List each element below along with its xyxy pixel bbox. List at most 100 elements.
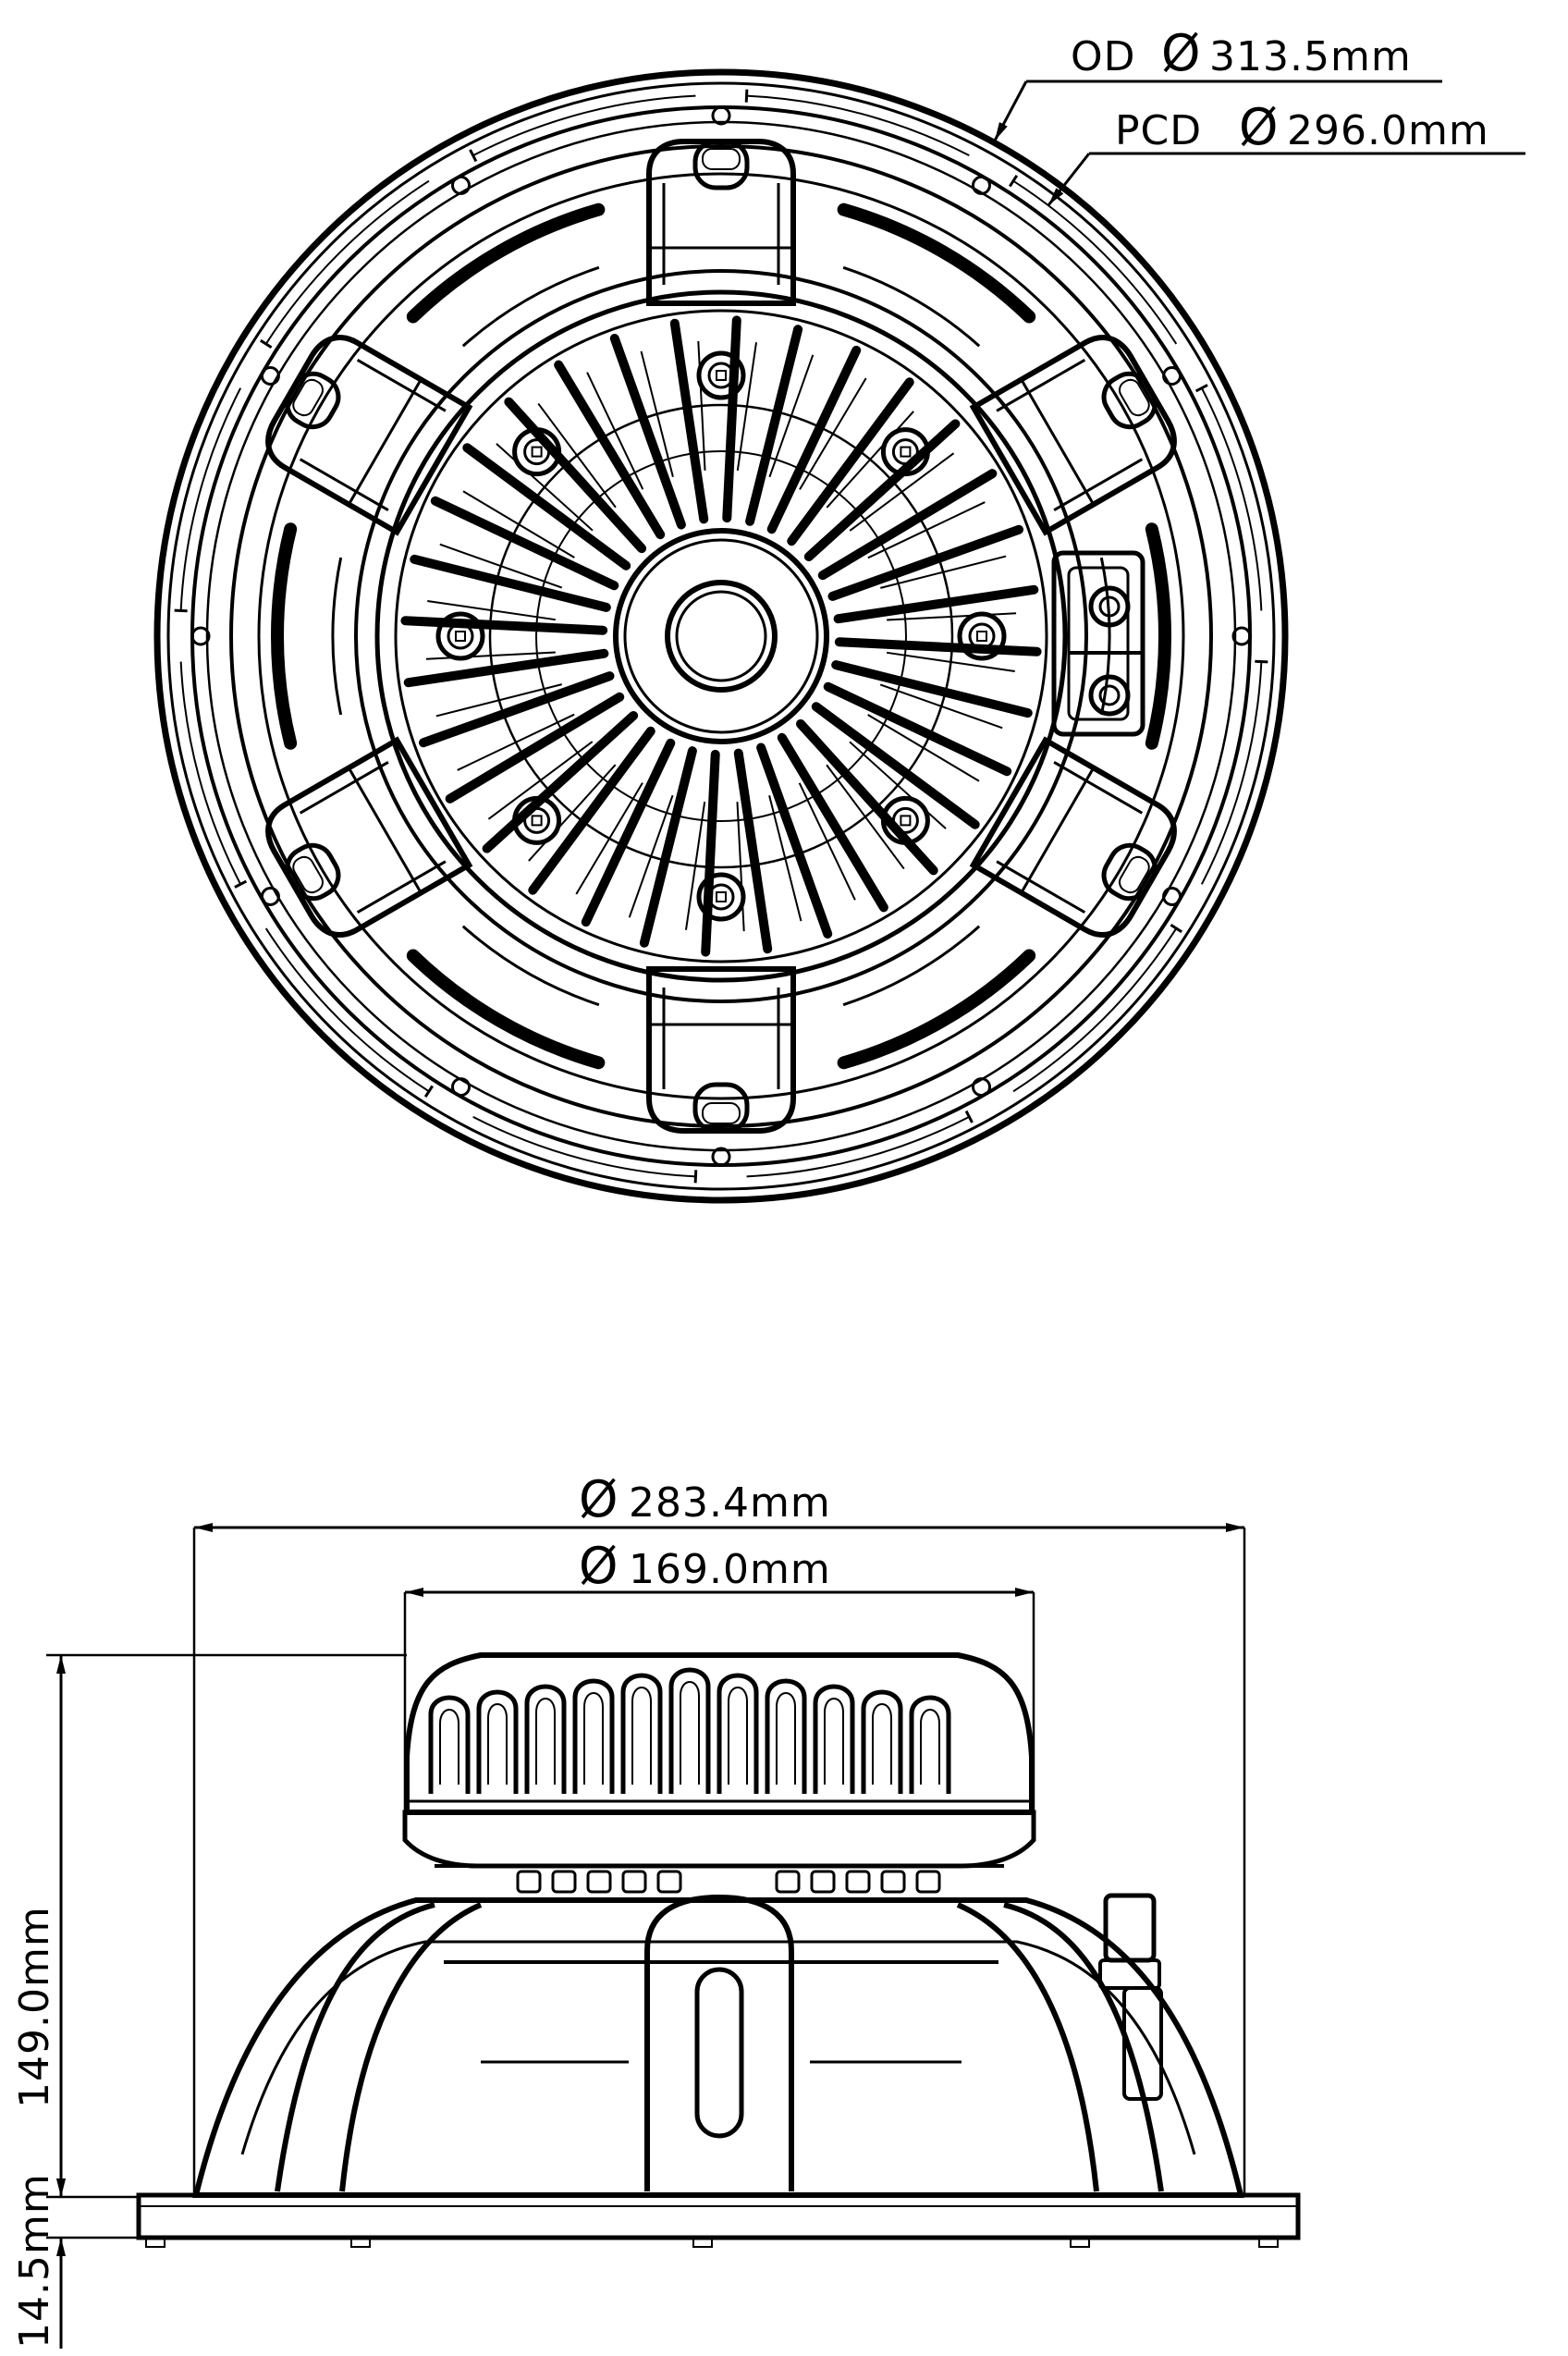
magnet-diameter-dimension: Ø 169.0mm — [403, 1537, 1035, 1812]
side-fin-inner — [920, 1709, 940, 1785]
side-fin — [428, 1695, 471, 1794]
magnet-bolt-head — [523, 806, 551, 834]
cooling-fin — [581, 738, 676, 927]
mounting-hole — [972, 1077, 991, 1098]
side-fin-inner — [583, 1692, 604, 1785]
rim-segment-divider — [174, 608, 188, 613]
vent-hole-inner — [675, 590, 767, 682]
frame-spokes — [265, 139, 1177, 1134]
side-center-slot — [694, 1967, 744, 2139]
flange-thickness-value: 14.5mm — [11, 2173, 58, 2349]
side-fin — [620, 1673, 663, 1794]
spoke-band — [1020, 767, 1096, 894]
od-diameter-symbol: Ø — [1161, 24, 1202, 82]
spoke-slot — [285, 842, 341, 902]
side-spoke — [956, 1902, 1099, 2192]
mounting-flange — [136, 2192, 1301, 2240]
rim-segment-divider — [469, 149, 478, 163]
spoke-band — [347, 378, 423, 506]
mounting-ring-mid — [205, 120, 1237, 1152]
magnet-bolt-socket — [716, 370, 727, 381]
frame-window — [406, 949, 606, 1070]
cooling-fin — [817, 469, 998, 581]
mounting-hole — [711, 105, 731, 126]
mounting-ring-inner — [229, 144, 1213, 1128]
side-fin — [476, 1689, 519, 1794]
pole-piece-outer — [613, 528, 829, 744]
mounting-diameter-value: 283.4mm — [629, 1479, 831, 1527]
frame-window — [406, 202, 606, 324]
spoke-rib — [996, 359, 1144, 511]
magnet-housing — [404, 1652, 1035, 1815]
side-center-spoke — [644, 1894, 794, 2191]
rim-segment — [1012, 179, 1178, 345]
cone-lower-line — [240, 1940, 1196, 2155]
cooling-fin — [834, 637, 1042, 656]
magnet-cover-outer — [374, 289, 1068, 983]
flange-tabs — [145, 2237, 1279, 2248]
rim-segment-divider — [234, 879, 248, 889]
mounting-diameter-dimension: Ø 283.4mm — [192, 1470, 1246, 2195]
rim-segment-divider — [1008, 175, 1019, 188]
magnet-bolt-head — [891, 438, 919, 466]
mounting-hole — [1162, 887, 1182, 906]
rim-segment — [746, 94, 970, 157]
cooling-fin — [722, 315, 741, 523]
frame-spoke — [969, 736, 1177, 938]
frame-window — [1145, 522, 1171, 750]
pcd-diameter-symbol: Ø — [1239, 98, 1280, 156]
vent-slot — [810, 1870, 836, 1894]
rim-segment-divider — [1170, 923, 1182, 934]
mounting-diameter-symbol: Ø — [579, 1470, 619, 1528]
vent-slot — [915, 1870, 941, 1894]
frame-spoke — [646, 966, 796, 1134]
cooling-fin — [528, 726, 655, 895]
cooling-fin — [803, 419, 961, 562]
side-fin — [861, 1689, 903, 1794]
flange-tab — [145, 2237, 165, 2248]
spoke-slot-inner — [1119, 855, 1150, 894]
spoke-band — [347, 767, 423, 894]
spoke-slot-inner — [292, 855, 324, 894]
spoke-body — [265, 736, 473, 938]
spoke-slot-inner — [702, 1102, 741, 1124]
rim-segment — [179, 387, 242, 611]
rim-segment — [264, 927, 430, 1093]
rim-segment — [1012, 927, 1178, 1093]
top-view-drawing: OD Ø 313.5mm PCD Ø 296.0mm — [153, 24, 1525, 1204]
rim-segment-divider — [964, 1110, 974, 1123]
side-fin-inner — [631, 1687, 652, 1785]
fin-ring — [488, 403, 954, 869]
spoke-slot — [692, 1082, 750, 1134]
frame-spoke — [969, 335, 1177, 536]
magnet-bolt — [512, 795, 562, 845]
magnet-bolt-socket — [900, 446, 912, 458]
rim-segment-divider — [423, 1085, 435, 1098]
frame-spoke — [265, 335, 473, 536]
side-fin-inner — [728, 1687, 748, 1785]
cooling-fin — [827, 524, 1024, 601]
od-value: 313.5mm — [1209, 33, 1412, 80]
cooling-fin — [482, 710, 639, 853]
magnet-bolt-socket — [531, 815, 543, 827]
side-view-drawing: Ø 283.4mm Ø 169.0mm 149.0mm 14.5mm — [11, 1470, 1301, 2349]
spoke-body — [969, 736, 1177, 938]
magnet-bolt — [957, 611, 1007, 661]
vent-slot — [880, 1870, 906, 1894]
cooling-fin — [400, 616, 608, 635]
cooling-fin — [701, 749, 720, 957]
frame-window-edge — [842, 925, 981, 1007]
vent-slot — [621, 1870, 647, 1894]
cooling-fin — [462, 443, 631, 571]
rim-segment-divider — [744, 89, 749, 103]
cooling-fin — [410, 554, 611, 612]
spoke-rib — [662, 988, 780, 1089]
flange-tab — [1258, 2237, 1279, 2248]
cooling-fin — [554, 360, 666, 540]
pcd-value: 296.0mm — [1287, 107, 1489, 154]
rim-segment — [179, 661, 242, 885]
height-value: 149.0mm — [11, 1906, 58, 2108]
spoke-body — [265, 335, 473, 536]
magnet-bolt — [880, 795, 930, 845]
rim-segment-divider — [260, 338, 273, 350]
